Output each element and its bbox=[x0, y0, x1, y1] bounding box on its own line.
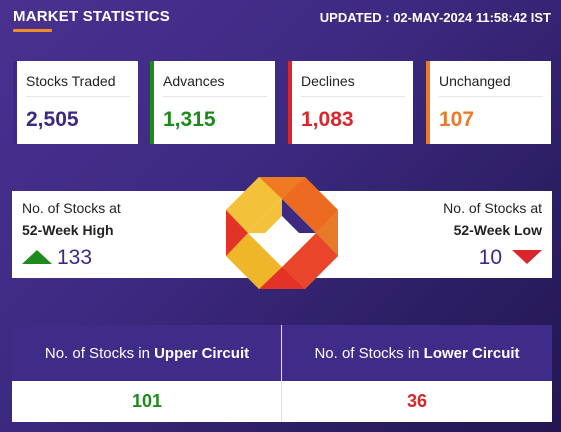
stat-value: 1,315 bbox=[163, 108, 216, 131]
week52-low-label: No. of Stocks at bbox=[443, 200, 542, 216]
stat-value: 1,083 bbox=[301, 108, 354, 131]
week52-high-label: No. of Stocks at bbox=[22, 200, 121, 216]
lower-circuit-value: 36 bbox=[282, 381, 552, 422]
stat-card-stocks-traded: Stocks Traded 2,505 bbox=[13, 61, 138, 144]
divider bbox=[163, 96, 267, 97]
circuit-table: No. of Stocks in Upper Circuit 101 No. o… bbox=[12, 325, 552, 422]
week52-low-value: 10 bbox=[478, 246, 502, 269]
stat-card-accent-bar bbox=[426, 61, 430, 144]
title-underline bbox=[13, 29, 52, 32]
stat-label: Declines bbox=[301, 73, 355, 89]
upper-circuit-value: 101 bbox=[12, 381, 282, 422]
triangle-down-icon bbox=[512, 250, 542, 264]
lower-circuit-label-prefix: No. of Stocks in bbox=[314, 344, 424, 362]
lower-circuit-header: No. of Stocks in Lower Circuit bbox=[282, 325, 552, 381]
page-title: MARKET STATISTICS bbox=[13, 8, 171, 25]
upper-circuit-label-prefix: No. of Stocks in bbox=[44, 344, 155, 362]
week52-panel: No. of Stocks at 52-Week High 133 bbox=[12, 177, 552, 289]
stat-card-advances: Advances 1,315 bbox=[150, 61, 275, 144]
divider bbox=[26, 96, 130, 97]
stat-card-declines: Declines 1,083 bbox=[288, 61, 413, 144]
stat-label: Stocks Traded bbox=[26, 73, 116, 89]
column-divider bbox=[281, 325, 282, 422]
triangle-up-icon bbox=[22, 250, 52, 264]
stat-card-accent-bar bbox=[288, 61, 292, 144]
upper-circuit-column: No. of Stocks in Upper Circuit 101 bbox=[12, 325, 282, 422]
upper-circuit-header: No. of Stocks in Upper Circuit bbox=[12, 325, 282, 381]
lower-circuit-label-bold: Lower Circuit bbox=[423, 344, 520, 362]
exchange-logo bbox=[226, 177, 338, 289]
updated-timestamp: UPDATED : 02-MAY-2024 11:58:42 IST bbox=[319, 10, 551, 25]
week52-high-title: 52-Week High bbox=[22, 222, 114, 238]
stat-label: Unchanged bbox=[439, 73, 511, 89]
stat-value: 107 bbox=[439, 108, 475, 131]
lower-circuit-column: No. of Stocks in Lower Circuit 36 bbox=[282, 325, 552, 422]
stat-card-accent-bar bbox=[150, 61, 154, 144]
stat-card-unchanged: Unchanged 107 bbox=[426, 61, 551, 144]
divider bbox=[439, 96, 543, 97]
stat-card-accent-bar bbox=[13, 61, 17, 144]
upper-circuit-label-bold: Upper Circuit bbox=[154, 344, 250, 362]
stat-value: 2,505 bbox=[26, 108, 79, 131]
stat-label: Advances bbox=[163, 73, 225, 89]
week52-low-title: 52-Week Low bbox=[453, 222, 542, 238]
divider bbox=[301, 96, 405, 97]
week52-high-value: 133 bbox=[57, 246, 93, 269]
header: MARKET STATISTICS UPDATED : 02-MAY-2024 … bbox=[0, 0, 561, 36]
